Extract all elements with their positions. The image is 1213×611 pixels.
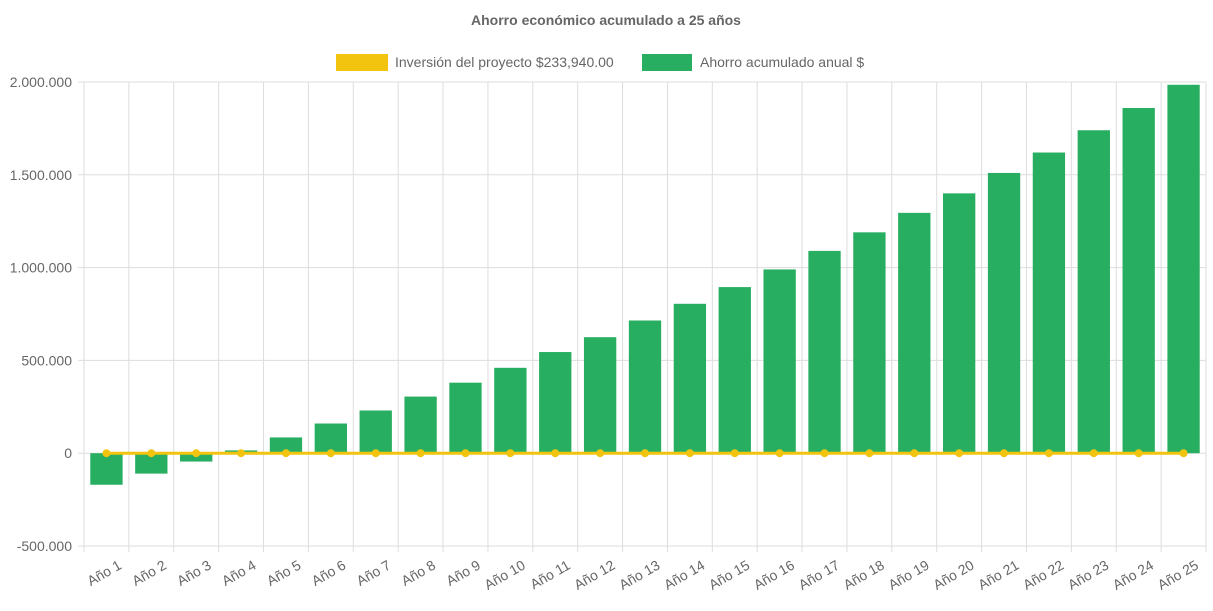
savings-bar[interactable]: [808, 250, 841, 454]
savings-bars: [90, 84, 1200, 485]
investment-point[interactable]: [730, 449, 739, 458]
legend-swatch-investment[interactable]: [336, 54, 388, 71]
x-axis-ticks: Año 1 Año 2 Año 3 Año 4 Año 5 Año 6 Año 7 Año 8…: [84, 557, 1201, 593]
grid-lines: [78, 81, 1207, 552]
investment-point[interactable]: [551, 449, 560, 458]
savings-bar[interactable]: [628, 320, 662, 454]
x-tick-label: Año 15: [706, 557, 753, 593]
y-tick-label: -500.000: [17, 538, 72, 554]
investment-point[interactable]: [102, 449, 111, 458]
investment-point[interactable]: [506, 449, 515, 458]
savings-bar[interactable]: [1122, 107, 1155, 454]
savings-bar[interactable]: [583, 337, 617, 454]
y-tick-label: 1.000.000: [10, 260, 72, 276]
x-tick-label: Año 19: [885, 557, 932, 593]
investment-point[interactable]: [1089, 449, 1098, 458]
savings-bar[interactable]: [1077, 130, 1110, 454]
savings-bar[interactable]: [404, 396, 437, 454]
savings-bar[interactable]: [763, 269, 796, 454]
x-tick-label: Año 6: [309, 557, 349, 589]
legend-swatch-savings[interactable]: [642, 54, 692, 71]
savings-bar[interactable]: [1167, 84, 1200, 454]
x-tick-label: Año 18: [840, 557, 887, 593]
x-tick-label: Año 10: [481, 557, 528, 593]
savings-bar[interactable]: [180, 453, 213, 462]
y-tick-label: 500.000: [21, 352, 72, 368]
investment-point[interactable]: [1179, 449, 1188, 458]
investment-point[interactable]: [371, 449, 380, 458]
x-tick-label: Año 21: [975, 557, 1022, 593]
x-tick-label: Año 11: [527, 557, 573, 593]
x-tick-label: Año 12: [571, 557, 618, 593]
x-tick-label: Año 7: [354, 557, 394, 589]
x-tick-label: Año 16: [751, 557, 798, 593]
y-tick-label: 0: [64, 445, 72, 461]
investment-point[interactable]: [416, 449, 425, 458]
investment-point[interactable]: [685, 449, 694, 458]
savings-bar[interactable]: [898, 212, 931, 454]
investment-point[interactable]: [820, 449, 829, 458]
savings-bar[interactable]: [494, 367, 527, 454]
savings-bar[interactable]: [359, 410, 392, 454]
investment-point[interactable]: [281, 449, 290, 458]
savings-bar[interactable]: [539, 352, 572, 454]
legend-label-savings[interactable]: Ahorro acumulado anual $: [700, 54, 864, 70]
investment-point[interactable]: [192, 449, 201, 458]
savings-bar[interactable]: [135, 453, 168, 474]
savings-bar[interactable]: [853, 232, 886, 454]
y-tick-label: 2.000.000: [10, 74, 72, 90]
legend-label-investment[interactable]: Inversión del proyecto $233,940.00: [395, 54, 614, 70]
x-tick-label: Año 8: [398, 557, 438, 589]
savings-bar[interactable]: [673, 303, 707, 454]
x-tick-label: Año 13: [616, 557, 663, 593]
savings-bar[interactable]: [987, 172, 1021, 454]
x-tick-label: Año 2: [129, 557, 169, 589]
savings-bar[interactable]: [269, 437, 303, 454]
x-tick-label: Año 5: [264, 557, 304, 589]
x-tick-label: Año 1: [84, 557, 124, 589]
investment-point[interactable]: [1000, 449, 1009, 458]
x-tick-label: Año 23: [1065, 557, 1112, 593]
x-tick-label: Año 24: [1110, 557, 1157, 593]
x-tick-label: Año 22: [1020, 557, 1067, 593]
y-tick-label: 1.500.000: [10, 167, 72, 183]
investment-point[interactable]: [237, 449, 246, 458]
savings-bar[interactable]: [314, 423, 347, 454]
investment-point[interactable]: [326, 449, 335, 458]
investment-point[interactable]: [1044, 449, 1053, 458]
x-tick-label: Año 3: [174, 557, 214, 589]
investment-point[interactable]: [596, 449, 605, 458]
x-tick-label: Año 25: [1155, 557, 1202, 593]
investment-point[interactable]: [775, 449, 784, 458]
investment-point[interactable]: [461, 449, 470, 458]
chart-title: Ahorro económico acumulado a 25 años: [471, 12, 741, 28]
y-axis-ticks: 2.000.000 1.500.000 1.000.000 500.000 0 -500.…: [10, 74, 73, 554]
x-tick-label: Año 17: [796, 557, 843, 593]
savings-bar[interactable]: [718, 287, 751, 454]
savings-bar[interactable]: [943, 193, 976, 454]
x-tick-label: Año 14: [661, 557, 708, 593]
investment-point[interactable]: [147, 449, 156, 458]
investment-line: [102, 449, 1188, 458]
savings-bar[interactable]: [449, 382, 482, 454]
savings-bar[interactable]: [90, 453, 123, 485]
investment-point[interactable]: [910, 449, 919, 458]
x-tick-label: Año 9: [443, 557, 483, 589]
x-tick-label: Año 20: [930, 557, 977, 593]
savings-bar[interactable]: [1032, 152, 1066, 454]
legend: Inversión del proyecto $233,940.00 Ahorr…: [336, 54, 864, 71]
x-tick-label: Año 4: [219, 557, 259, 589]
investment-point[interactable]: [641, 449, 649, 458]
investment-point[interactable]: [955, 449, 964, 458]
investment-point[interactable]: [1134, 449, 1143, 458]
investment-point[interactable]: [865, 449, 874, 458]
